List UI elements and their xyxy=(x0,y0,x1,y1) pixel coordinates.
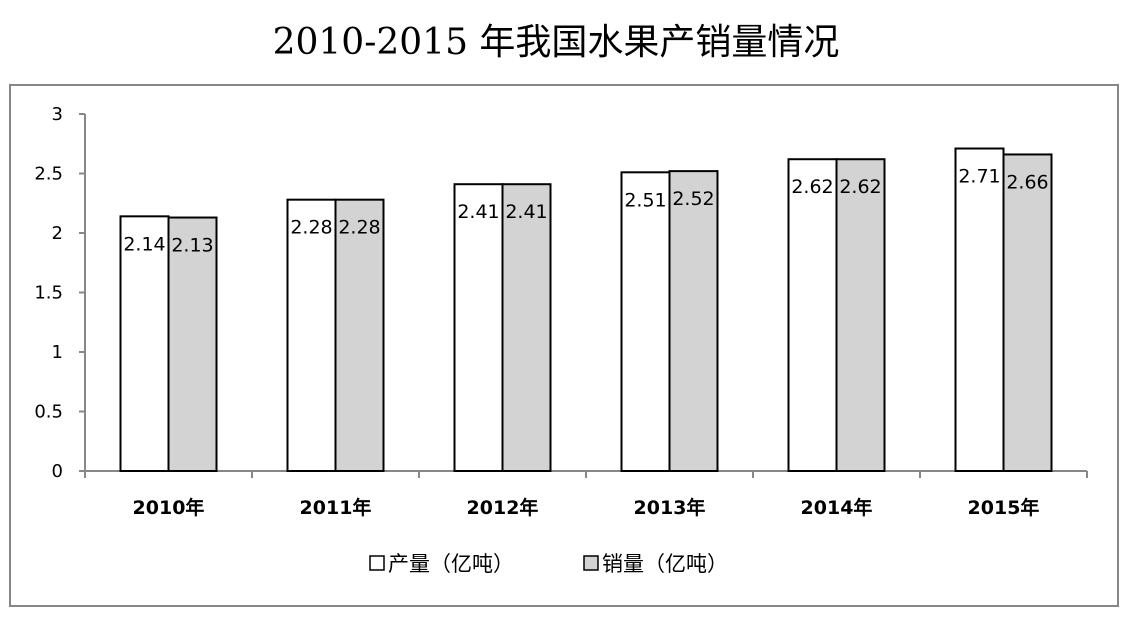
x-tick-label: 2011年 xyxy=(300,496,372,519)
data-label: 2.13 xyxy=(171,235,213,257)
legend-label: 销量（亿吨） xyxy=(602,552,728,576)
data-label: 2.51 xyxy=(624,189,666,211)
data-label: 2.41 xyxy=(457,201,499,223)
bar-production xyxy=(286,198,337,472)
legend: 产量（亿吨） 销量（亿吨） xyxy=(369,552,728,576)
bar-sales xyxy=(835,158,886,472)
data-label: 2.14 xyxy=(123,233,165,255)
data-label: 2.41 xyxy=(505,201,547,223)
y-tick-label: 1 xyxy=(52,342,63,363)
x-tick-label: 2012年 xyxy=(467,496,539,519)
data-label: 2.62 xyxy=(839,176,881,198)
x-tick-label: 2015年 xyxy=(968,496,1040,519)
y-tick-label: 2.5 xyxy=(34,164,63,185)
x-tick-label: 2014年 xyxy=(801,496,873,519)
data-label: 2.28 xyxy=(290,217,332,239)
bar-sales xyxy=(668,170,719,472)
y-tick-label: 0.5 xyxy=(34,402,63,423)
data-labels: 2.14 2.13 2.28 2.28 2.41 2.41 2.51 2.52 2.62 2.62… xyxy=(123,166,1048,257)
data-label: 2.28 xyxy=(338,217,380,239)
y-tick-label: 3 xyxy=(52,104,63,125)
bar-production xyxy=(119,215,170,472)
bars xyxy=(119,147,1053,473)
bar-production xyxy=(620,171,671,472)
data-label: 2.52 xyxy=(672,188,714,210)
bar-sales xyxy=(501,183,552,473)
bar-production xyxy=(954,147,1005,472)
data-label: 2.66 xyxy=(1006,171,1048,193)
bar-sales xyxy=(334,198,385,472)
x-tick-label: 2013年 xyxy=(634,496,706,519)
x-tick-label: 2010年 xyxy=(133,496,205,519)
legend-swatch xyxy=(583,555,599,571)
legend-label: 产量（亿吨） xyxy=(388,552,514,576)
bar-production xyxy=(453,183,504,473)
bar-sales xyxy=(1002,153,1053,473)
chart-title: 2010-2015 年我国水果产销量情况 xyxy=(273,22,840,63)
axes: 0 0.5 1 1.5 2 2.5 3 2010年 2011年 2012年 2013年 2014年 20… xyxy=(34,104,1088,519)
data-label: 2.71 xyxy=(958,166,1000,188)
y-tick-label: 1.5 xyxy=(34,283,63,304)
bar-production xyxy=(787,158,838,472)
legend-swatch xyxy=(369,555,385,571)
bar-sales xyxy=(167,216,218,472)
y-tick-label: 2 xyxy=(52,223,63,244)
data-label: 2.62 xyxy=(791,176,833,198)
y-tick-label: 0 xyxy=(52,461,63,482)
